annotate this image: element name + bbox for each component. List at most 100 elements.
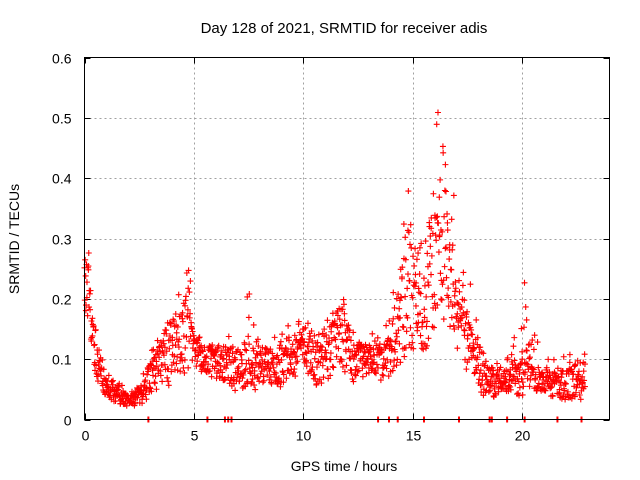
data-point [181,356,188,363]
data-point [450,322,457,329]
data-point [417,290,424,297]
data-point [95,361,102,368]
data-point [346,333,353,340]
data-point [512,380,519,387]
data-point [163,330,170,337]
data-point [291,366,298,373]
data-point [170,359,177,366]
data-point [187,310,194,317]
data-point [402,234,409,241]
data-point [226,353,233,360]
data-point [441,187,448,194]
data-point [113,387,120,394]
data-point [198,342,205,349]
data-point [310,346,317,353]
data-point [411,262,418,269]
data-point [404,271,411,278]
data-point [179,357,186,364]
data-point [438,296,445,303]
data-point [494,370,501,377]
data-point [267,346,274,353]
data-point [149,372,156,379]
data-point [192,346,199,353]
data-point [321,326,328,333]
data-point [526,355,533,362]
data-point [460,309,467,316]
data-point [303,357,310,364]
data-point [471,345,478,352]
data-point [466,342,473,349]
data-point [392,348,399,355]
data-point [436,194,443,201]
data-point [392,338,399,345]
data-point [564,388,571,395]
data-point [507,386,514,393]
data-point [215,342,222,349]
data-point [511,334,518,341]
data-point [232,356,239,363]
data-point [507,372,514,379]
data-point [526,383,533,390]
data-point [150,346,157,353]
data-point [267,373,274,380]
data-point [436,232,443,239]
data-point [425,335,432,342]
data-point [143,396,150,403]
data-point [495,388,502,395]
data-point [490,373,497,380]
data-point [423,323,430,330]
data-point [99,378,106,385]
data-point [309,337,316,344]
data-point [441,263,448,270]
data-point [384,356,391,363]
data-point [250,321,257,328]
data-point [343,362,350,369]
data-point [454,310,461,317]
data-point [572,361,579,368]
data-point [393,295,400,302]
data-point [510,343,517,350]
data-point [205,361,212,368]
data-point [172,310,179,317]
data-point [554,365,561,372]
data-point [332,336,339,343]
data-point [85,249,92,256]
data-point [100,366,107,373]
data-point [356,339,363,346]
data-point [362,341,369,348]
x-tick-label: 0 [82,428,90,444]
data-point [211,352,218,359]
data-point [118,382,125,389]
data-point [394,356,401,363]
data-point [581,361,588,368]
data-point [218,352,225,359]
data-point [409,339,416,346]
data-point [292,373,299,380]
data-point [445,294,452,301]
data-point [467,281,474,288]
data-point [557,382,564,389]
data-point [104,383,111,390]
data-point [434,301,441,308]
data-point [428,252,435,259]
data-point [384,341,391,348]
data-point [515,378,522,385]
data-point [458,322,465,329]
data-point [312,349,319,356]
data-point [407,221,414,228]
data-point [410,253,417,260]
data-point [176,336,183,343]
data-point [82,256,89,263]
data-point [270,354,277,361]
data-point [319,362,326,369]
data-point [448,266,455,273]
data-point [560,353,567,360]
data-point [423,318,430,325]
data-point [151,379,158,386]
data-point [98,372,105,379]
data-point [270,364,277,371]
data-point [460,269,467,276]
data-point [324,366,331,373]
data-point [94,351,101,358]
data-point [393,330,400,337]
